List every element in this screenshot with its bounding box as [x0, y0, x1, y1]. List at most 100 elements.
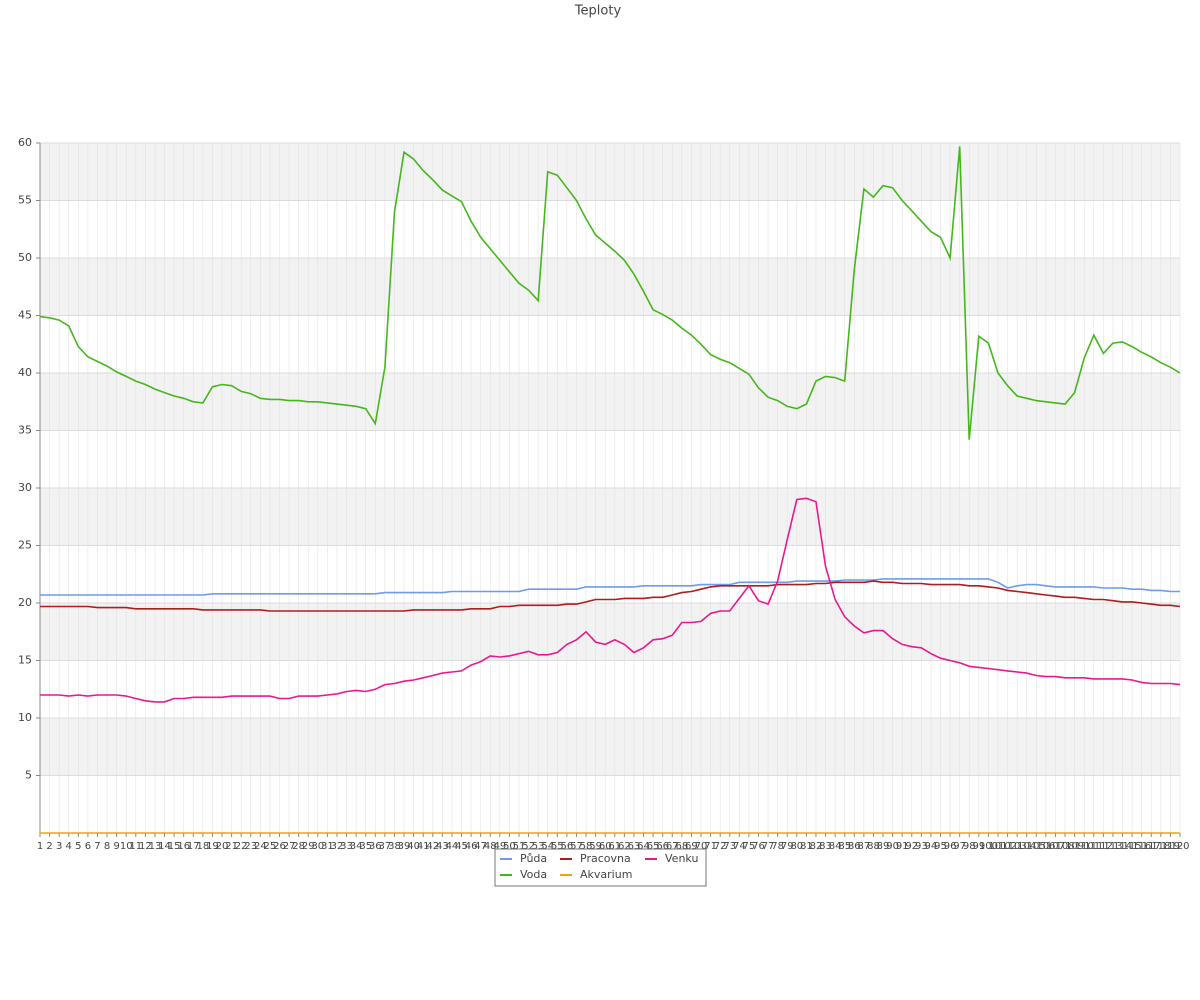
x-tick-label: 88	[867, 841, 880, 852]
x-tick-label: 95	[934, 841, 947, 852]
x-tick-label: 3	[56, 841, 62, 852]
legend-label: Voda	[520, 868, 547, 881]
y-tick-label: 20	[18, 596, 32, 609]
x-tick-label: 51	[513, 841, 526, 852]
y-tick-label: 10	[18, 711, 32, 724]
series-line	[40, 578, 1180, 596]
x-tick-label: 41	[417, 841, 430, 852]
x-tick-label: 73	[723, 841, 736, 852]
x-tick-label: 52	[522, 841, 535, 852]
band	[40, 603, 1180, 661]
x-tick-label: 19	[206, 841, 219, 852]
x-tick-label: 16	[177, 841, 190, 852]
band	[40, 488, 1180, 546]
x-tick-label: 62	[618, 841, 631, 852]
x-tick-label: 65	[647, 841, 660, 852]
band	[40, 143, 1180, 201]
x-tick-label: 42	[426, 841, 439, 852]
x-tick-label: 38	[388, 841, 401, 852]
x-tick-label: 115	[1123, 841, 1142, 852]
y-tick-label: 15	[18, 654, 32, 667]
x-tick-label: 75	[743, 841, 756, 852]
x-tick-label: 58	[580, 841, 593, 852]
x-tick-label: 15	[168, 841, 181, 852]
x-tick-label: 56	[561, 841, 574, 852]
x-tick-label: 63	[628, 841, 641, 852]
x-tick-label: 117	[1142, 841, 1161, 852]
x-tick-label: 112	[1094, 841, 1113, 852]
x-tick-label: 54	[541, 841, 554, 852]
x-tick-label: 89	[877, 841, 890, 852]
x-tick-label: 113	[1103, 841, 1122, 852]
x-tick-label: 47	[474, 841, 487, 852]
x-tick-label: 25	[264, 841, 277, 852]
x-tick-label: 26	[273, 841, 286, 852]
x-tick-label: 21	[225, 841, 238, 852]
band	[40, 258, 1180, 316]
x-tick-label: 103	[1008, 841, 1027, 852]
x-tick-label: 102	[998, 841, 1017, 852]
x-tick-label: 105	[1027, 841, 1046, 852]
x-tick-label: 106	[1036, 841, 1055, 852]
x-tick-label: 91	[896, 841, 909, 852]
x-tick-label: 45	[455, 841, 468, 852]
x-tick-label: 10	[120, 841, 133, 852]
x-tick-label: 18	[196, 841, 209, 852]
y-tick-label: 5	[25, 769, 32, 782]
x-tick-label: 44	[446, 841, 459, 852]
y-tick-label: 35	[18, 424, 32, 437]
x-tick-label: 70	[695, 841, 708, 852]
x-tick-label: 76	[752, 841, 765, 852]
x-tick-label: 33	[340, 841, 353, 852]
x-tick-label: 49	[493, 841, 506, 852]
x-tick-label: 29	[302, 841, 315, 852]
x-tick-label: 78	[771, 841, 784, 852]
x-tick-label: 34	[350, 841, 363, 852]
x-tick-label: 8	[104, 841, 110, 852]
x-tick-label: 69	[685, 841, 698, 852]
x-tick-label: 67	[666, 841, 679, 852]
x-tick-label: 5	[75, 841, 81, 852]
legend-label: Půda	[520, 852, 547, 865]
x-tick-label: 39	[398, 841, 411, 852]
x-tick-label: 110	[1075, 841, 1094, 852]
x-tick-label: 24	[254, 841, 267, 852]
x-tick-label: 27	[283, 841, 296, 852]
x-tick-label: 55	[551, 841, 564, 852]
x-tick-label: 13	[149, 841, 162, 852]
x-tick-label: 14	[158, 841, 171, 852]
x-tick-label: 92	[905, 841, 918, 852]
y-tick-label: 55	[18, 194, 32, 207]
x-tick-label: 94	[925, 841, 938, 852]
x-tick-label: 96	[944, 841, 957, 852]
x-tick-label: 118	[1151, 841, 1170, 852]
x-tick-label: 98	[963, 841, 976, 852]
x-tick-label: 116	[1132, 841, 1151, 852]
x-tick-label: 82	[810, 841, 823, 852]
x-tick-label: 9	[113, 841, 119, 852]
y-tick-label: 25	[18, 539, 32, 552]
x-tick-label: 74	[733, 841, 746, 852]
x-tick-label: 108	[1055, 841, 1074, 852]
x-tick-label: 85	[838, 841, 851, 852]
x-tick-label: 48	[484, 841, 497, 852]
x-tick-label: 1	[37, 841, 43, 852]
x-tick-label: 104	[1017, 841, 1036, 852]
x-tick-label: 60	[599, 841, 612, 852]
x-tick-label: 64	[637, 841, 650, 852]
x-tick-label: 57	[570, 841, 583, 852]
x-tick-label: 6	[85, 841, 91, 852]
x-tick-label: 97	[953, 841, 966, 852]
x-tick-label: 83	[819, 841, 832, 852]
x-tick-label: 68	[675, 841, 688, 852]
legend: Půda Pracovna Venku Voda Akvarium	[494, 848, 707, 887]
x-tick-label: 77	[762, 841, 775, 852]
x-tick-label: 59	[589, 841, 602, 852]
x-tick-label: 66	[656, 841, 669, 852]
x-tick-label: 90	[886, 841, 899, 852]
x-tick-label: 50	[503, 841, 516, 852]
x-tick-label: 53	[532, 841, 545, 852]
x-tick-label: 36	[369, 841, 382, 852]
